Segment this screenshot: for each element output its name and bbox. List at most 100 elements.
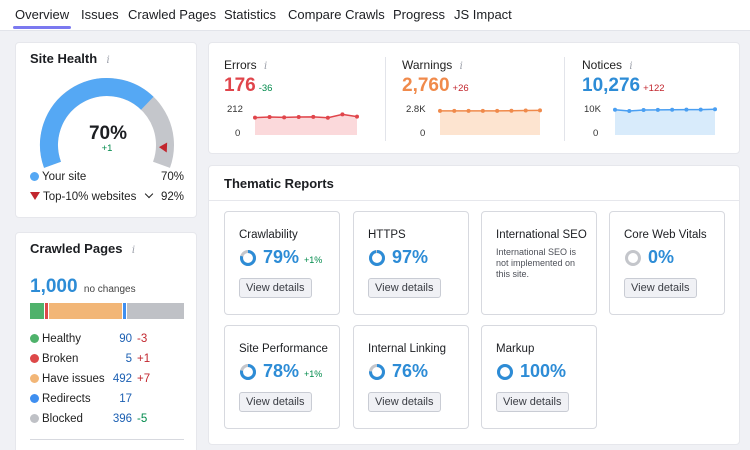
- warnings-ymax: 2.8K: [406, 104, 426, 115]
- view-details-button[interactable]: View details: [624, 278, 697, 298]
- report-core-web-vitals[interactable]: Core Web Vitals 0% View details: [609, 211, 725, 315]
- sparkline-area: [440, 110, 540, 135]
- bar-redirects[interactable]: [123, 303, 126, 319]
- row-value[interactable]: 5: [125, 353, 132, 365]
- row-blocked[interactable]: Blocked 396 -5: [30, 413, 170, 425]
- warnings-label: Warnings i: [402, 58, 463, 72]
- row-value[interactable]: 396: [112, 413, 132, 425]
- row-label: Healthy: [42, 333, 81, 345]
- report-title: Crawlability: [239, 229, 298, 241]
- view-details-button[interactable]: View details: [368, 392, 441, 412]
- tab-issues[interactable]: Issues: [81, 7, 119, 22]
- report-title: Markup: [496, 343, 535, 355]
- tab-progress[interactable]: Progress: [393, 7, 446, 22]
- ring-fill: [497, 363, 513, 380]
- row-redirects[interactable]: Redirects 17: [30, 393, 170, 405]
- info-icon[interactable]: i: [459, 61, 463, 72]
- view-details-button[interactable]: View details: [239, 278, 312, 298]
- notices-value[interactable]: 10,276 +122: [582, 75, 665, 96]
- errors-metric[interactable]: Errors i 176 -36 212 0: [209, 43, 385, 155]
- row-label: Redirects: [42, 393, 91, 405]
- report-score[interactable]: 97%: [368, 247, 428, 268]
- bar-have-issues[interactable]: [48, 303, 122, 319]
- report-title: Core Web Vitals: [624, 229, 707, 241]
- row-label: Have issues: [42, 373, 105, 385]
- info-icon[interactable]: i: [106, 55, 110, 66]
- row-healthy[interactable]: Healthy 90 -3: [30, 333, 170, 345]
- info-icon[interactable]: i: [264, 61, 268, 72]
- warnings-metric[interactable]: Warnings i 2,760 +26 2.8K 0: [386, 43, 564, 155]
- notices-sparkline: [613, 107, 717, 135]
- ring-fill: [240, 249, 256, 266]
- tab-crawled-pages[interactable]: Crawled Pages: [128, 7, 217, 22]
- row-value[interactable]: 90: [119, 333, 132, 345]
- metrics-card: Errors i 176 -36 212 0 Warnings i 2,760 +2…: [208, 42, 740, 154]
- issues-dot-icon: [30, 374, 39, 383]
- broken-dot-icon: [30, 354, 39, 363]
- report-internal-linking[interactable]: Internal Linking 76% View details: [353, 325, 469, 429]
- bar-blocked[interactable]: [127, 303, 184, 319]
- sparkline-point: [684, 107, 689, 112]
- triangle-down-icon: [30, 192, 40, 200]
- report-title: International SEO: [496, 229, 587, 241]
- report-markup[interactable]: Markup 100% View details: [481, 325, 597, 429]
- report-score[interactable]: 100%: [496, 361, 566, 382]
- sparkline-point: [267, 114, 272, 119]
- view-details-button[interactable]: View details: [368, 278, 441, 298]
- report-crawlability[interactable]: Crawlability 79% +1% View details: [224, 211, 340, 315]
- errors-value[interactable]: 176 -36: [224, 75, 273, 96]
- view-details-button[interactable]: View details: [496, 392, 569, 412]
- row-label: Blocked: [42, 413, 83, 425]
- info-icon[interactable]: i: [131, 245, 136, 256]
- report-score[interactable]: 79% +1%: [239, 247, 322, 268]
- errors-delta: -36: [258, 83, 273, 94]
- row-value[interactable]: 492: [112, 373, 132, 385]
- sparkline-point: [466, 108, 471, 113]
- crawled-total[interactable]: 1,000: [30, 276, 78, 297]
- sparkline-line: [254, 113, 358, 119]
- progress-ring-icon: [240, 249, 256, 266]
- report-note: International SEO is not implemented on …: [496, 247, 577, 279]
- progress-ring-icon: [625, 249, 641, 266]
- notices-ymin: 0: [593, 128, 599, 139]
- divider: [30, 439, 184, 440]
- sparkline-point: [523, 108, 528, 113]
- divider: [385, 57, 386, 141]
- notices-metric[interactable]: Notices i 10,276 +122 10K 0: [565, 43, 741, 155]
- row-delta: +7: [137, 373, 151, 385]
- tab-compare-crawls[interactable]: Compare Crawls: [288, 7, 385, 22]
- your-site-dot-icon: [30, 172, 39, 181]
- notices-label: Notices i: [582, 58, 633, 72]
- info-icon[interactable]: i: [629, 61, 633, 72]
- legend-top10[interactable]: Top-10% websites 92%: [30, 189, 184, 203]
- row-have-issues[interactable]: Have issues 492 +7: [30, 373, 170, 385]
- legend-label: Top-10% websites: [43, 191, 137, 203]
- redirects-dot-icon: [30, 394, 39, 403]
- sparkline-point: [311, 114, 316, 119]
- thematic-title: Thematic Reports: [224, 176, 334, 191]
- report-site-performance[interactable]: Site Performance 78% +1% View details: [224, 325, 340, 429]
- site-health-card: Site Health i 70% +1 Your site 70% Top-1…: [15, 42, 197, 218]
- blocked-dot-icon: [30, 414, 39, 423]
- errors-ymin: 0: [235, 128, 241, 139]
- report-score[interactable]: 76%: [368, 361, 428, 382]
- report-https[interactable]: HTTPS 97% View details: [353, 211, 469, 315]
- sparkline-point: [655, 107, 660, 112]
- ring-fill: [369, 249, 385, 266]
- tab-js-impact[interactable]: JS Impact: [454, 7, 512, 22]
- report-international-seo[interactable]: International SEO International SEO is n…: [481, 211, 597, 315]
- tab-statistics[interactable]: Statistics: [224, 7, 277, 22]
- report-score[interactable]: 0%: [624, 247, 674, 268]
- row-value[interactable]: 17: [119, 393, 132, 405]
- bar-broken[interactable]: [44, 303, 48, 319]
- sparkline-point: [480, 108, 485, 113]
- view-details-button[interactable]: View details: [239, 392, 312, 412]
- warnings-value[interactable]: 2,760 +26: [402, 75, 469, 96]
- chevron-down-icon[interactable]: [144, 189, 153, 199]
- row-broken[interactable]: Broken 5 +1: [30, 353, 170, 365]
- tab-overview[interactable]: Overview: [12, 7, 72, 29]
- report-score[interactable]: 78% +1%: [239, 361, 322, 382]
- sparkline-point: [340, 112, 345, 117]
- bar-healthy[interactable]: [30, 303, 44, 319]
- site-health-title: Site Health: [30, 51, 98, 66]
